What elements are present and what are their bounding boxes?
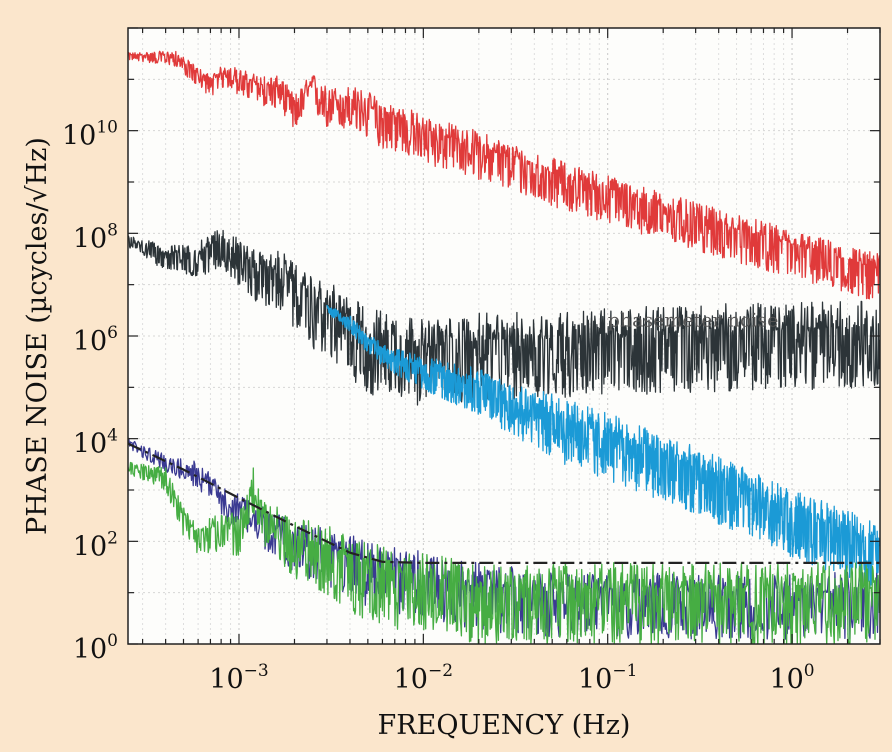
grid bbox=[128, 27, 881, 645]
y-tick-label: 102 bbox=[73, 528, 118, 562]
series-navy-line bbox=[128, 437, 880, 640]
x-tick-label: 10−3 bbox=[209, 661, 268, 695]
x-tick-label: 100 bbox=[769, 661, 814, 695]
series-layer bbox=[128, 50, 880, 644]
y-tick-label: 100 bbox=[73, 631, 118, 665]
series-red-line bbox=[128, 50, 880, 300]
annotation-text: phasemeter noise bbox=[608, 310, 779, 332]
series-green-line bbox=[128, 461, 880, 644]
tick-layer bbox=[128, 27, 881, 645]
y-tick-label: 108 bbox=[73, 220, 118, 254]
label-layer: 10−3 10−2 10−1 100 100 102 104 106 108 1010 phasem… bbox=[62, 118, 815, 695]
x-tick-label: 10−1 bbox=[578, 661, 637, 695]
x-tick-label: 10−2 bbox=[394, 661, 453, 695]
y-tick-label: 104 bbox=[73, 426, 118, 460]
x-axis-title: FREQUENCY (Hz) bbox=[378, 710, 631, 741]
series-cyan-line bbox=[326, 304, 880, 588]
series-dark-line bbox=[128, 229, 880, 406]
series-fit-line bbox=[128, 442, 880, 564]
y-axis-title: PHASE NOISE (µcycles/√Hz) bbox=[22, 137, 53, 535]
y-tick-label: 1010 bbox=[62, 118, 118, 152]
y-tick-label: 106 bbox=[73, 323, 118, 357]
